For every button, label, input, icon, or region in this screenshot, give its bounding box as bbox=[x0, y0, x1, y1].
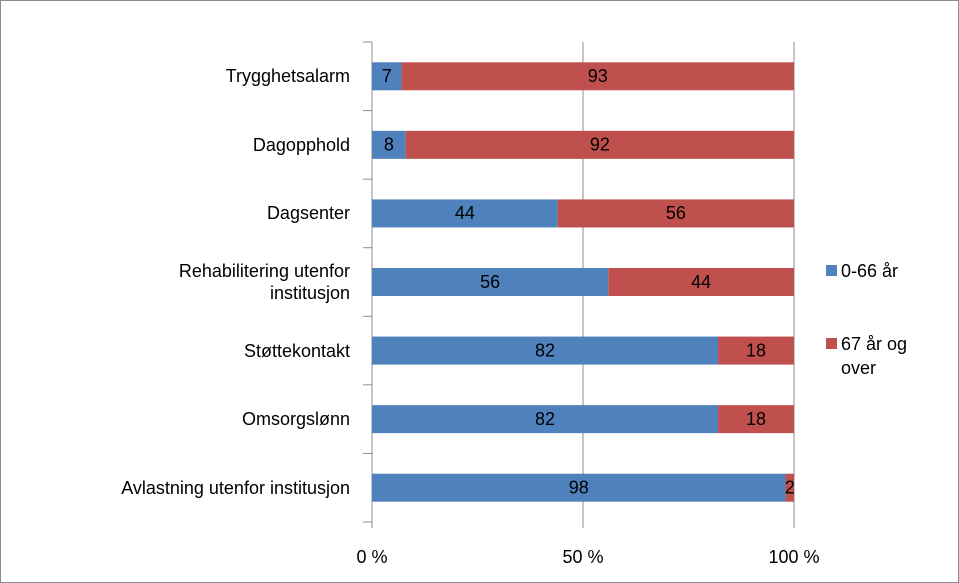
bar-segment bbox=[372, 62, 402, 91]
data-label: 18 bbox=[746, 409, 766, 429]
data-label: 2 bbox=[785, 477, 795, 497]
category-label: Trygghetsalarm bbox=[225, 66, 350, 87]
data-label: 92 bbox=[590, 135, 610, 155]
data-label: 82 bbox=[535, 409, 555, 429]
bar-segment bbox=[718, 336, 794, 365]
bar-segment bbox=[372, 199, 558, 228]
category-label: Støttekontakt bbox=[243, 340, 350, 361]
bar-segment bbox=[718, 405, 794, 434]
bar-segment bbox=[401, 62, 794, 91]
legend-label: 67 år og over bbox=[841, 334, 908, 378]
data-label: 56 bbox=[666, 203, 686, 223]
data-label: 8 bbox=[384, 135, 394, 155]
bar-segment bbox=[557, 199, 794, 228]
category-label: Omsorgslønn bbox=[241, 409, 350, 430]
data-label: 56 bbox=[480, 272, 500, 292]
bar-segment bbox=[372, 405, 719, 434]
data-label: 44 bbox=[455, 203, 475, 223]
data-label: 7 bbox=[382, 66, 392, 86]
x-tick-label: 50 % bbox=[562, 547, 603, 567]
x-tick-label: 100 % bbox=[768, 547, 819, 567]
data-label: 93 bbox=[588, 66, 608, 86]
bar-segment bbox=[372, 130, 406, 159]
bar-segment bbox=[372, 336, 719, 365]
category-label: Rehabilitering utenfor institusjon bbox=[178, 261, 350, 303]
data-label: 98 bbox=[569, 477, 589, 497]
bar-segment bbox=[405, 130, 794, 159]
bar-segment bbox=[372, 473, 786, 502]
data-label: 82 bbox=[535, 340, 555, 360]
data-label: 44 bbox=[691, 272, 711, 292]
bar-segment bbox=[785, 473, 794, 502]
category-label: Avlastning utenfor institusjon bbox=[121, 477, 350, 498]
data-label: 18 bbox=[746, 340, 766, 360]
category-label: Dagopphold bbox=[252, 134, 350, 155]
bar-segment bbox=[372, 268, 609, 296]
x-tick-label: 0 % bbox=[356, 547, 387, 567]
legend-swatch bbox=[826, 338, 837, 349]
bar-segment bbox=[608, 268, 794, 296]
legend-swatch bbox=[826, 265, 837, 276]
category-label: Dagsenter bbox=[266, 203, 350, 224]
legend-label: 0-66 år bbox=[841, 261, 899, 281]
